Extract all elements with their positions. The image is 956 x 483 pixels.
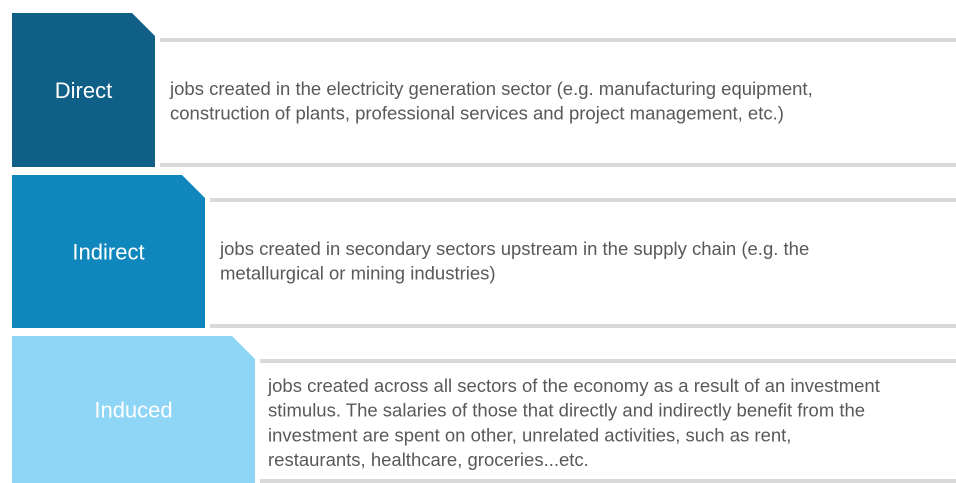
label-block [12, 336, 255, 483]
label-block [12, 13, 155, 167]
description: restaurants, healthcare, groceries...etc… [268, 449, 589, 470]
row-label: Indirect [72, 239, 144, 264]
label-block [12, 175, 205, 328]
description: jobs created in secondary sectors upstre… [219, 238, 809, 259]
row-label: Direct [55, 78, 112, 103]
description: construction of plants, professional ser… [170, 103, 784, 124]
description: metallurgical or mining industries) [220, 263, 496, 284]
row-label: Induced [94, 397, 172, 422]
description: jobs created across all sectors of the e… [267, 375, 880, 396]
description: stimulus. The salaries of those that dir… [268, 400, 865, 421]
description: investment are spent on other, unrelated… [268, 424, 791, 445]
description: jobs created in the electricity generati… [169, 78, 813, 99]
